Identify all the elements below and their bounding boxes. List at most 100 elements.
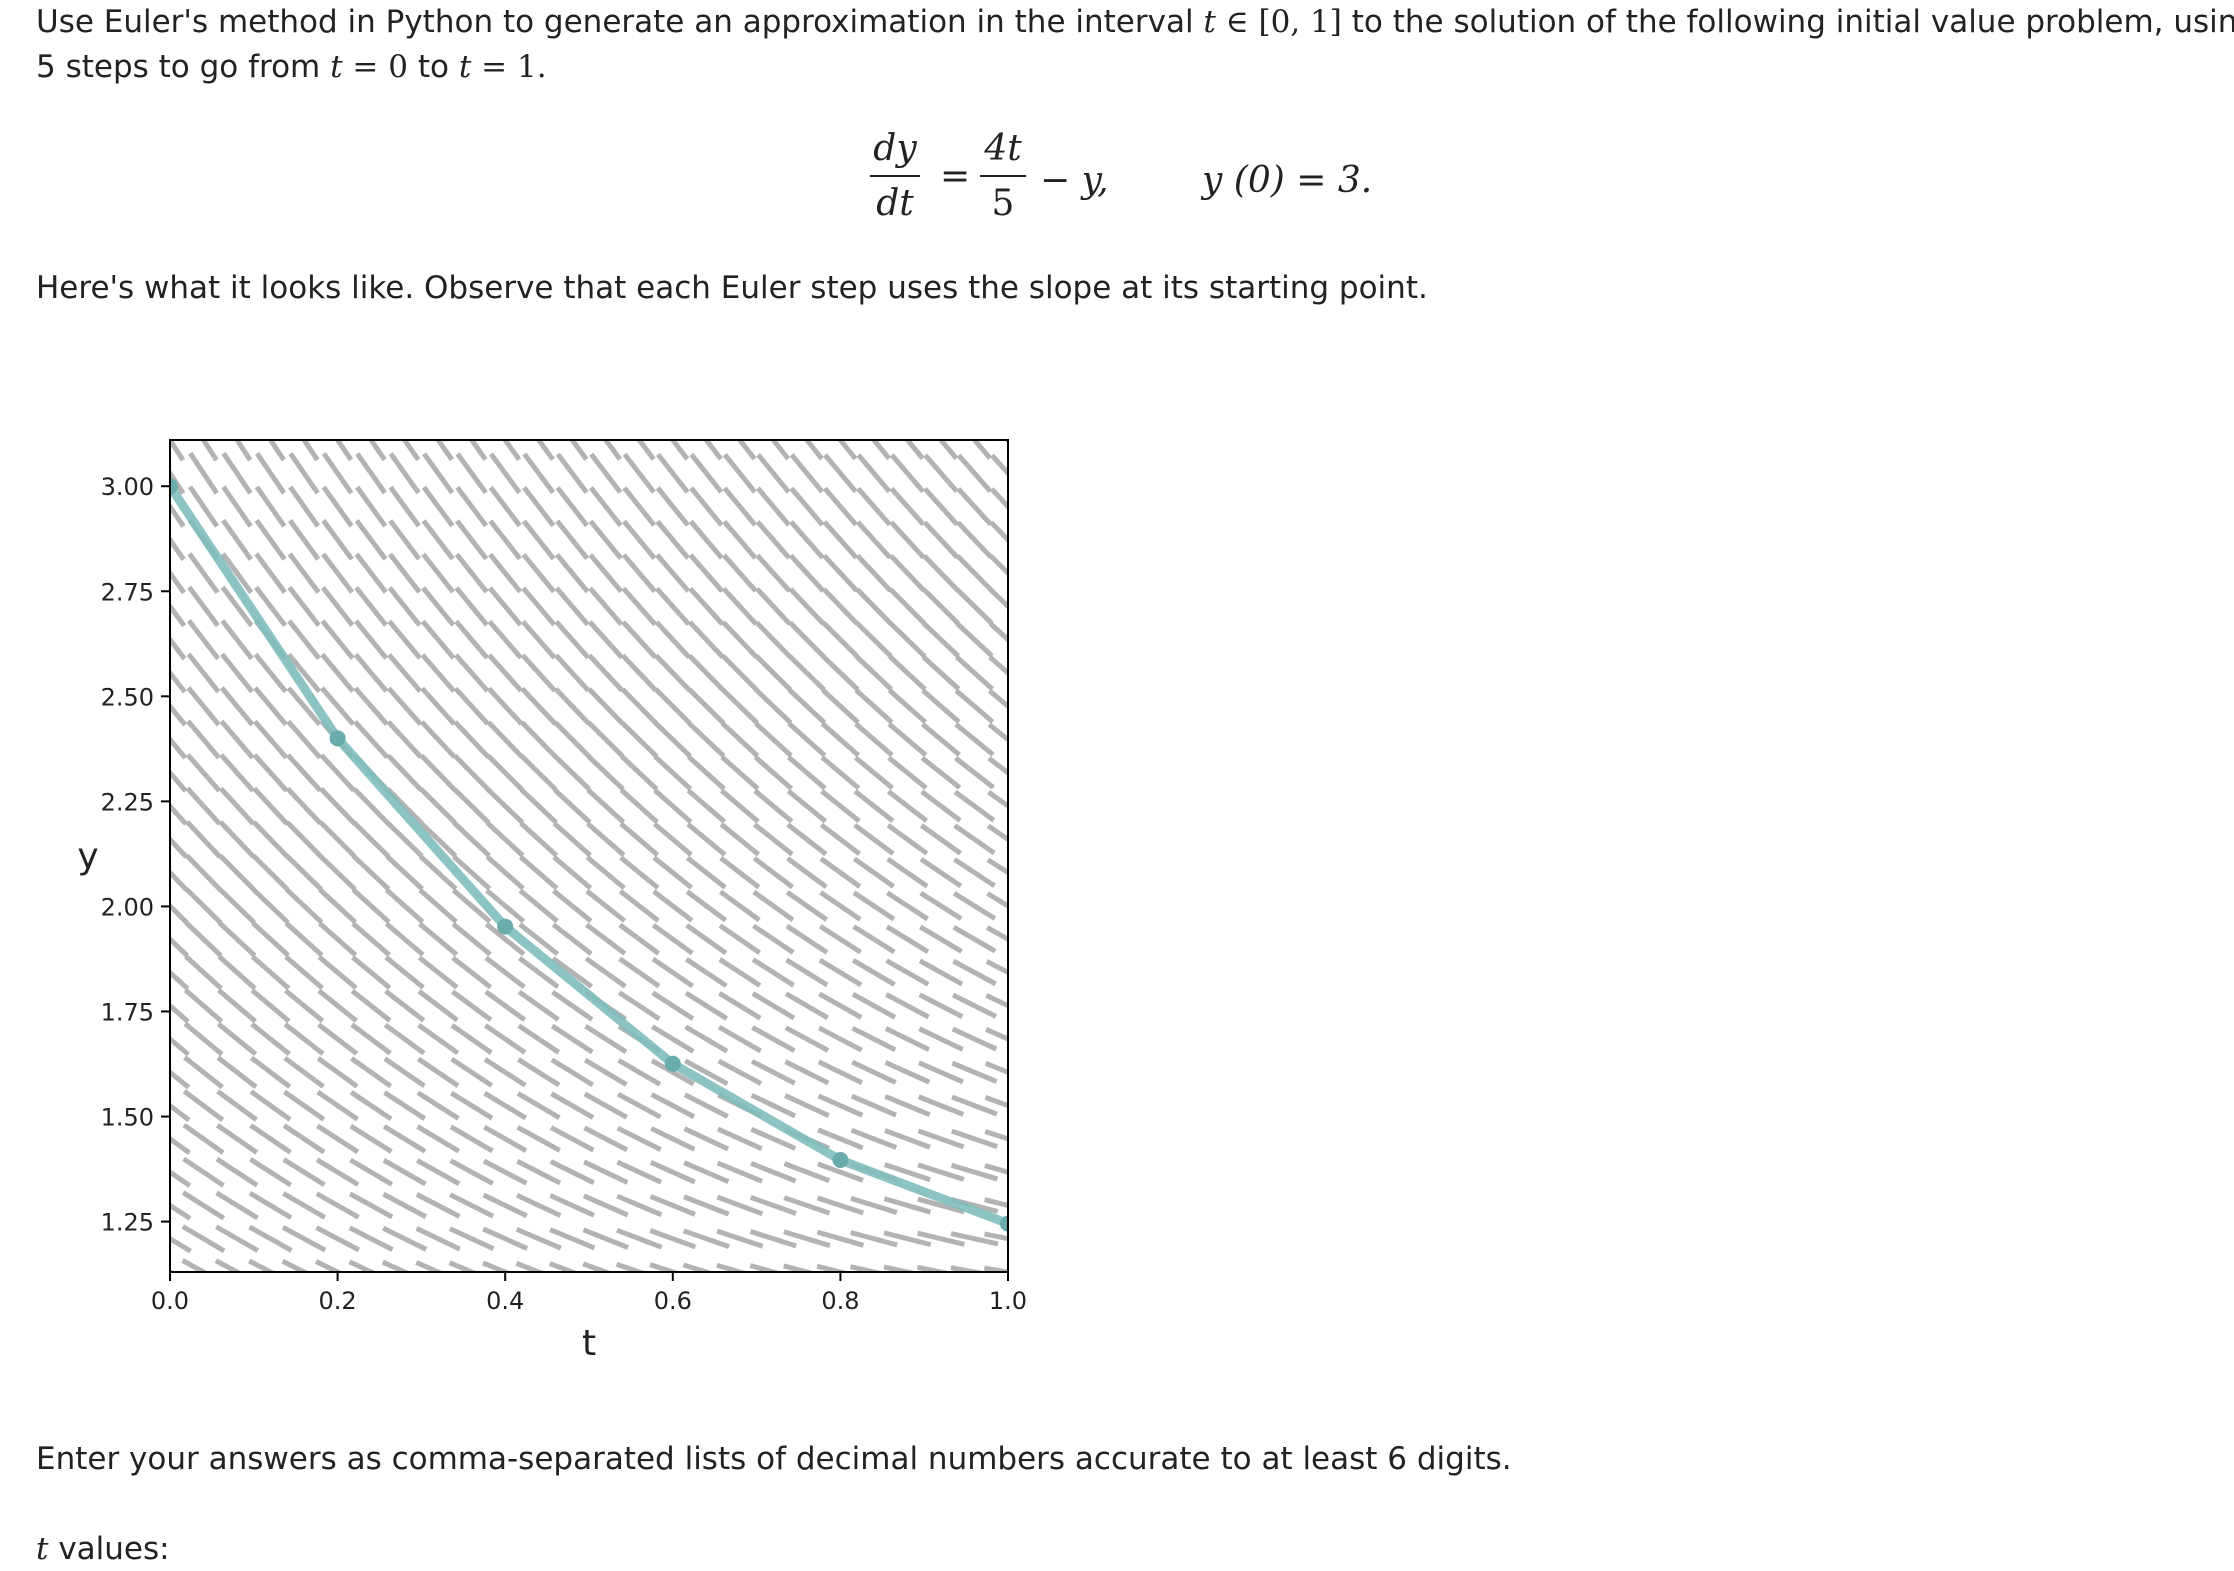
slope-segment — [716, 1228, 764, 1249]
slope-segment — [388, 452, 421, 495]
slope-segment — [353, 720, 390, 759]
slope-segment — [221, 451, 253, 495]
slope-segment — [251, 887, 290, 925]
slope-segment — [716, 1160, 763, 1184]
slope-segment — [852, 856, 895, 889]
slope-segment — [254, 485, 287, 528]
slope-segment — [856, 453, 892, 494]
slope-segment — [718, 957, 762, 988]
slope-segment — [885, 890, 929, 922]
slope-segment — [818, 957, 863, 988]
x-tick-label: 0.8 — [821, 1287, 859, 1315]
slope-segment — [820, 755, 861, 791]
slope-segment — [921, 621, 961, 659]
slope-segment — [170, 1102, 191, 1123]
slope-segment — [421, 519, 455, 561]
slope-segment — [170, 735, 188, 760]
slope-segment — [784, 1059, 830, 1086]
slope-segment — [387, 586, 422, 627]
slope-segment — [521, 619, 557, 660]
slope-segment — [889, 486, 926, 527]
slope-segment — [317, 921, 358, 957]
slope-segment — [316, 1056, 359, 1089]
slope-segment — [887, 722, 928, 757]
slope-segment — [950, 1265, 989, 1272]
slope-segment — [618, 922, 661, 956]
t-values-label: t values: — [36, 1531, 170, 1567]
slope-segment — [616, 1193, 663, 1218]
slope-segment — [923, 453, 959, 494]
slope-segment — [250, 1022, 291, 1056]
slope-segment — [619, 855, 660, 890]
slope-segment — [955, 587, 994, 625]
slope-segment — [956, 487, 993, 526]
slope-segment — [284, 921, 324, 958]
slope-segment — [250, 954, 291, 991]
slope-segment — [622, 519, 657, 560]
slope-segment — [252, 820, 290, 859]
slope-segment — [287, 518, 321, 561]
euler-point — [1000, 1215, 1008, 1232]
slope-segment — [170, 602, 187, 628]
slope-segment — [589, 452, 623, 494]
question-line-2: 5 steps to go from t = 0 to t = 1. — [36, 49, 547, 85]
slope-segment — [953, 823, 996, 856]
slope-segment — [688, 586, 725, 626]
slope-segment — [455, 452, 488, 495]
slope-segment — [789, 453, 825, 494]
slope-segment — [449, 1192, 495, 1219]
slope-segment — [515, 1260, 546, 1272]
slope-segment — [817, 1059, 864, 1086]
slope-segment — [686, 788, 727, 824]
slope-segment — [984, 1061, 1008, 1076]
slope-segment — [448, 1260, 479, 1272]
slope-segment — [283, 1056, 325, 1089]
slope-segment — [416, 1124, 461, 1154]
slope-segment — [484, 922, 526, 957]
x-axis-label: t — [582, 1323, 596, 1364]
slope-segment — [186, 619, 221, 661]
slope-segment — [448, 1226, 495, 1252]
slope-segment — [620, 687, 658, 726]
slope-segment — [620, 720, 659, 759]
slope-segment — [170, 969, 190, 991]
slope-segment — [953, 756, 995, 790]
slope-segment — [553, 720, 591, 759]
slope-segment — [918, 992, 964, 1019]
slope-segment — [783, 1229, 831, 1249]
rhs-fraction: 4t 5 — [980, 128, 1026, 224]
slope-segment — [621, 620, 658, 660]
slope-segment — [286, 719, 322, 760]
slope-segment — [889, 520, 926, 560]
slope-segment — [452, 787, 491, 825]
y-tick-label: 2.75 — [101, 578, 154, 606]
slope-segment — [418, 854, 458, 891]
slope-segment — [283, 988, 325, 1023]
slope-segment — [821, 688, 860, 725]
slope-segment — [650, 1024, 695, 1054]
slope-segment — [549, 1193, 596, 1218]
slope-segment — [837, 440, 858, 461]
slope-segment — [721, 587, 758, 626]
slope-segment — [988, 621, 1008, 644]
slope-segment — [818, 924, 862, 955]
slope-segment — [185, 786, 222, 826]
slope-segment — [254, 518, 287, 561]
slope-segment — [487, 653, 524, 693]
slope-segment — [850, 1195, 898, 1215]
slope-segment — [482, 1192, 528, 1219]
slope-segment — [318, 887, 357, 925]
slope-segment — [855, 587, 893, 626]
slope-segment — [249, 1123, 292, 1155]
slope-segment — [381, 1259, 411, 1272]
y-tick-label: 1.25 — [101, 1209, 154, 1237]
slope-segment — [951, 1060, 998, 1084]
slope-segment — [185, 753, 222, 793]
slope-segment — [754, 620, 792, 659]
slope-segment — [983, 1231, 1008, 1242]
slope-segment — [989, 520, 1008, 544]
slope-segment — [516, 1159, 562, 1186]
slope-segment — [515, 1192, 562, 1218]
slope-segment — [651, 990, 695, 1021]
slope-segment — [484, 955, 526, 990]
